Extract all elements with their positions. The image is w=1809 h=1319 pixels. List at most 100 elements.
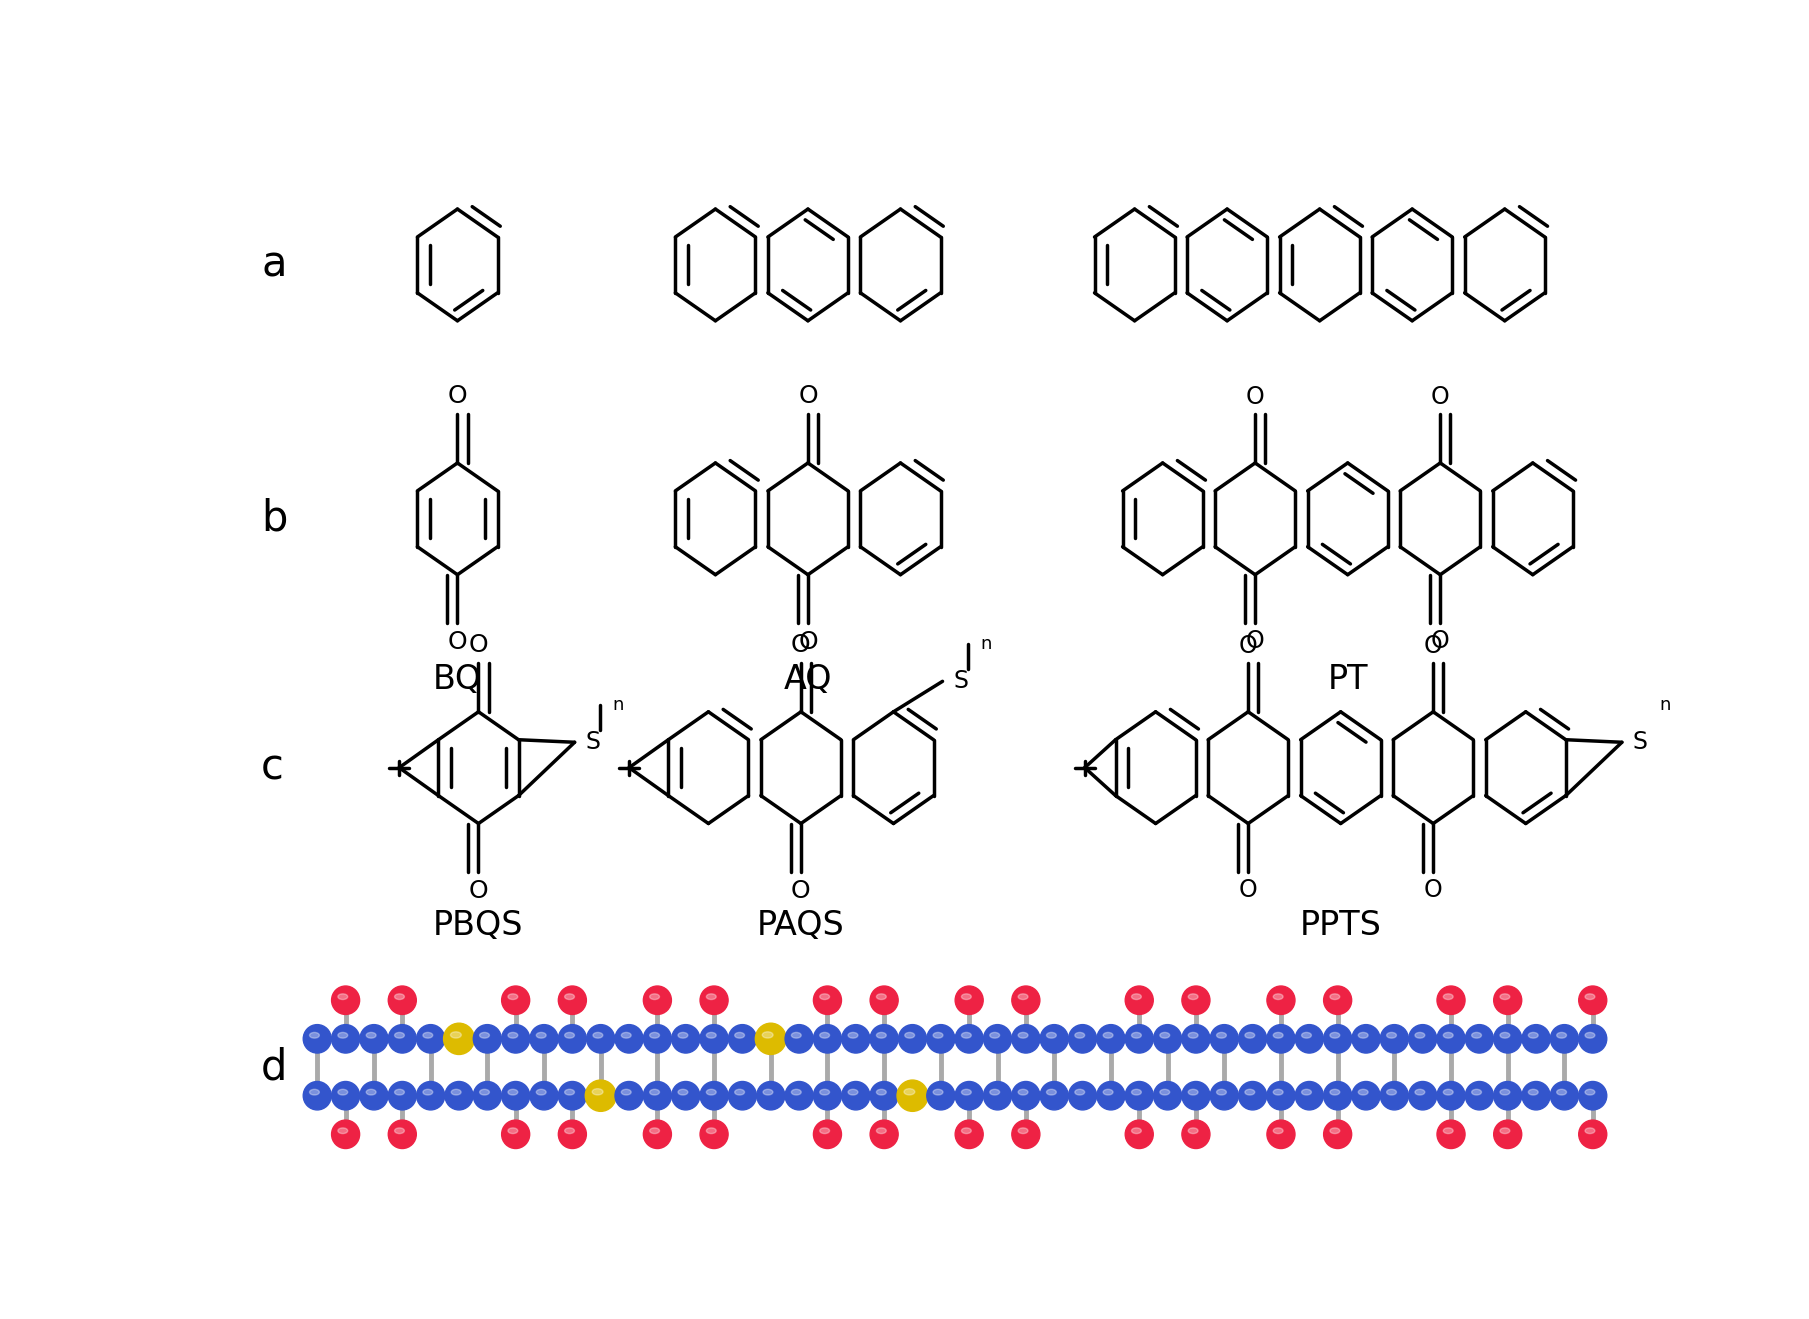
Ellipse shape (1011, 1120, 1040, 1149)
Ellipse shape (1324, 1120, 1351, 1149)
Ellipse shape (331, 1025, 360, 1053)
Ellipse shape (1558, 1089, 1567, 1095)
Ellipse shape (814, 1082, 841, 1109)
Ellipse shape (620, 1033, 631, 1038)
Ellipse shape (1436, 1082, 1465, 1109)
Ellipse shape (394, 993, 405, 1000)
Text: O: O (1239, 634, 1257, 658)
Text: O: O (798, 384, 818, 408)
Ellipse shape (1324, 987, 1351, 1014)
Ellipse shape (586, 1080, 617, 1112)
Ellipse shape (530, 1025, 557, 1053)
Ellipse shape (1239, 1082, 1266, 1109)
Ellipse shape (443, 1024, 474, 1054)
Ellipse shape (1181, 1120, 1210, 1149)
Ellipse shape (1125, 1025, 1154, 1053)
Ellipse shape (1585, 1128, 1596, 1133)
Ellipse shape (1096, 1082, 1125, 1109)
Ellipse shape (870, 1082, 897, 1109)
Ellipse shape (1181, 1082, 1210, 1109)
Ellipse shape (819, 1128, 830, 1133)
Ellipse shape (1069, 1025, 1096, 1053)
Ellipse shape (304, 1082, 331, 1109)
Text: PAQS: PAQS (756, 909, 845, 942)
Ellipse shape (394, 1089, 405, 1095)
Ellipse shape (706, 993, 716, 1000)
Ellipse shape (644, 1120, 671, 1149)
Text: O: O (469, 633, 488, 657)
Ellipse shape (1125, 1120, 1154, 1149)
Ellipse shape (592, 1088, 602, 1095)
Ellipse shape (644, 1082, 671, 1109)
Ellipse shape (331, 1120, 360, 1149)
Ellipse shape (508, 1089, 517, 1095)
Ellipse shape (1330, 1033, 1340, 1038)
Text: O: O (1431, 385, 1449, 409)
Ellipse shape (876, 993, 886, 1000)
Ellipse shape (1415, 1033, 1425, 1038)
Ellipse shape (1189, 1128, 1198, 1133)
Ellipse shape (1529, 1033, 1538, 1038)
Ellipse shape (530, 1082, 557, 1109)
Ellipse shape (508, 993, 517, 1000)
Ellipse shape (876, 1128, 886, 1133)
Ellipse shape (791, 1089, 801, 1095)
Ellipse shape (933, 1033, 942, 1038)
Ellipse shape (644, 1025, 671, 1053)
Ellipse shape (1040, 1025, 1069, 1053)
Ellipse shape (678, 1033, 687, 1038)
Ellipse shape (1550, 1025, 1579, 1053)
Ellipse shape (1330, 1089, 1340, 1095)
Ellipse shape (423, 1089, 432, 1095)
Ellipse shape (1500, 1128, 1511, 1133)
Text: n: n (613, 695, 624, 714)
Text: O: O (1239, 877, 1257, 901)
Ellipse shape (1494, 1025, 1521, 1053)
Ellipse shape (1181, 987, 1210, 1014)
Ellipse shape (1266, 1025, 1295, 1053)
Ellipse shape (1436, 1120, 1465, 1149)
Ellipse shape (876, 1089, 886, 1095)
Ellipse shape (756, 1024, 787, 1054)
Ellipse shape (955, 1120, 984, 1149)
Ellipse shape (904, 1033, 915, 1038)
Ellipse shape (961, 993, 971, 1000)
Ellipse shape (450, 1031, 461, 1038)
Ellipse shape (1160, 1033, 1170, 1038)
Ellipse shape (814, 987, 841, 1014)
Ellipse shape (1558, 1033, 1567, 1038)
Ellipse shape (559, 1025, 586, 1053)
Ellipse shape (1500, 1089, 1511, 1095)
Ellipse shape (360, 1082, 387, 1109)
Ellipse shape (926, 1025, 955, 1053)
Ellipse shape (1295, 1082, 1324, 1109)
Ellipse shape (819, 1089, 830, 1095)
Ellipse shape (1295, 1025, 1324, 1053)
Ellipse shape (814, 1120, 841, 1149)
Ellipse shape (474, 1025, 501, 1053)
Ellipse shape (501, 1082, 530, 1109)
Ellipse shape (933, 1089, 942, 1095)
Ellipse shape (1075, 1089, 1085, 1095)
Ellipse shape (1473, 1033, 1482, 1038)
Ellipse shape (360, 1025, 387, 1053)
Ellipse shape (1494, 987, 1521, 1014)
Text: PT: PT (1328, 663, 1368, 696)
Ellipse shape (615, 1082, 642, 1109)
Ellipse shape (338, 1033, 347, 1038)
Ellipse shape (649, 1033, 660, 1038)
Ellipse shape (1380, 1082, 1409, 1109)
Ellipse shape (564, 1089, 575, 1095)
Text: O: O (791, 633, 810, 657)
Ellipse shape (620, 1089, 631, 1095)
Ellipse shape (1189, 1089, 1198, 1095)
Ellipse shape (389, 987, 416, 1014)
Ellipse shape (1409, 1082, 1436, 1109)
Ellipse shape (1494, 1082, 1521, 1109)
Text: O: O (447, 629, 467, 654)
Ellipse shape (1125, 1082, 1154, 1109)
Ellipse shape (564, 993, 575, 1000)
Ellipse shape (785, 1025, 812, 1053)
Text: b: b (260, 497, 288, 539)
Text: AQ: AQ (783, 663, 832, 696)
